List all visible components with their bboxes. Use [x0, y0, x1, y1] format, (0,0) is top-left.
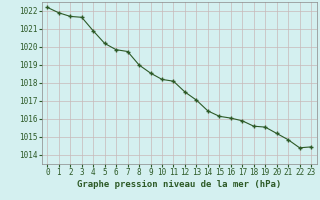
X-axis label: Graphe pression niveau de la mer (hPa): Graphe pression niveau de la mer (hPa): [77, 180, 281, 189]
